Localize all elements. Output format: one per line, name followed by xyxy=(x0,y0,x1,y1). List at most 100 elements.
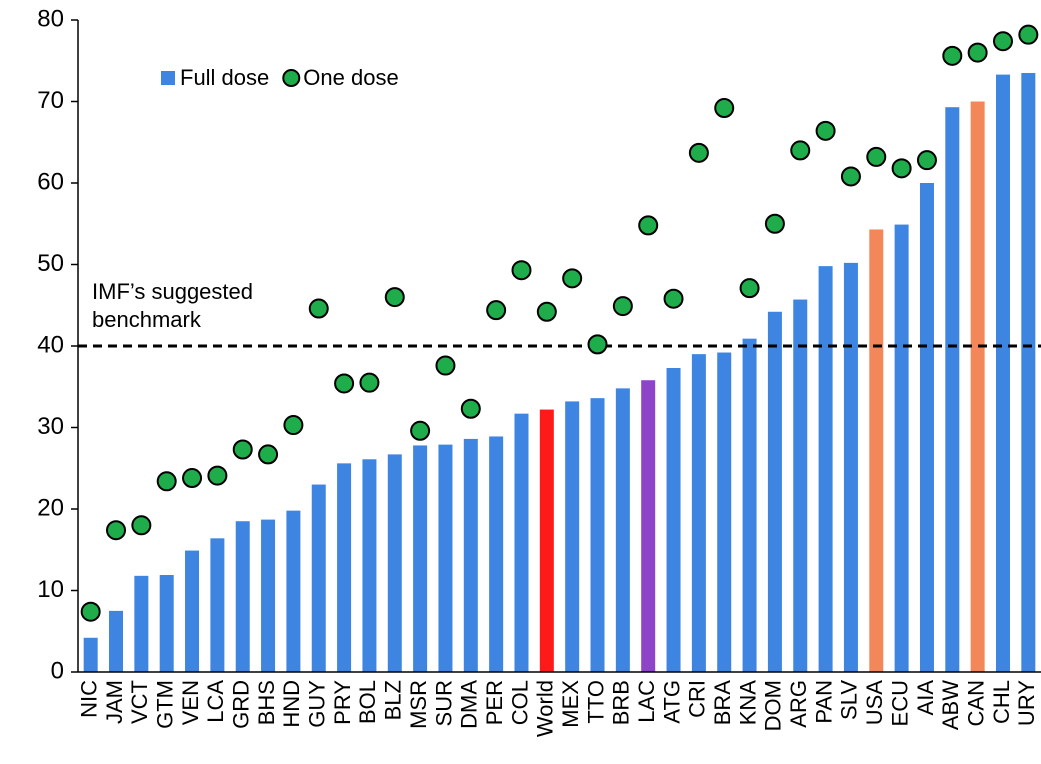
marker xyxy=(916,150,937,171)
y-tick-label: 80 xyxy=(37,5,64,32)
legend-label: One dose xyxy=(303,65,398,90)
bar xyxy=(362,459,377,672)
x-tick-label: ECU xyxy=(887,680,912,726)
bar xyxy=(818,266,833,672)
bar xyxy=(134,575,149,672)
bar xyxy=(590,398,605,672)
x-tick-label: VEN xyxy=(178,680,203,725)
marker xyxy=(536,301,557,322)
x-tick-label: VCT xyxy=(127,680,152,724)
marker xyxy=(587,334,608,355)
y-tick-label: 0 xyxy=(51,657,64,684)
x-tick-label: GTM xyxy=(153,680,178,729)
x-tick-label: BOL xyxy=(355,680,380,724)
marker xyxy=(815,120,836,141)
marker xyxy=(688,142,709,163)
x-tick-label: KNA xyxy=(735,680,760,726)
bar xyxy=(83,637,98,672)
x-tick-label: CAN xyxy=(963,680,988,726)
x-tick-label: ARG xyxy=(786,680,811,728)
x-tick-label: URY xyxy=(1014,680,1039,726)
marker xyxy=(739,278,760,299)
marker xyxy=(511,260,532,281)
marker xyxy=(410,420,431,441)
marker xyxy=(334,373,355,394)
x-tick-label: DOM xyxy=(761,680,786,731)
x-tick-label: LAC xyxy=(634,680,659,723)
legend-marker xyxy=(282,69,301,87)
marker xyxy=(182,468,203,489)
x-tick-label: DMA xyxy=(457,680,482,729)
x-tick-label: PAN xyxy=(811,680,836,724)
marker xyxy=(435,355,456,376)
x-tick-label: MSR xyxy=(406,680,431,729)
x-tick-label: BHS xyxy=(254,680,279,725)
y-tick-label: 70 xyxy=(37,87,64,114)
marker xyxy=(156,471,177,492)
bar xyxy=(666,368,681,672)
x-tick-label: CRI xyxy=(685,680,710,718)
bar xyxy=(387,454,402,672)
x-tick-label: AIA xyxy=(913,680,938,716)
marker xyxy=(80,601,101,622)
marker xyxy=(131,515,152,536)
x-tick-label: USA xyxy=(862,680,887,726)
marker xyxy=(106,520,127,541)
bar xyxy=(894,224,909,672)
legend-label: Full dose xyxy=(180,65,269,90)
marker xyxy=(258,444,279,465)
marker xyxy=(460,398,481,419)
bar xyxy=(641,380,656,672)
marker xyxy=(612,296,633,317)
y-tick-label: 20 xyxy=(37,494,64,521)
y-tick-label: 10 xyxy=(37,576,64,603)
x-tick-label: GRD xyxy=(229,680,254,729)
x-tick-label: ATG xyxy=(659,680,684,724)
bar xyxy=(286,510,301,672)
bar xyxy=(514,413,529,672)
bar xyxy=(615,388,630,672)
x-tick-label: COL xyxy=(507,680,532,725)
x-tick-label: NIC xyxy=(76,680,101,718)
x-tick-label: World xyxy=(533,680,558,737)
marker xyxy=(891,158,912,179)
x-tick-label: CHL xyxy=(989,680,1014,724)
bar xyxy=(970,101,985,672)
marker xyxy=(207,465,228,486)
marker xyxy=(283,415,304,436)
bar xyxy=(438,444,453,672)
bar xyxy=(843,262,858,672)
bar xyxy=(463,438,478,672)
bar xyxy=(235,521,250,672)
x-tick-label: MEX xyxy=(558,680,583,728)
marker xyxy=(764,213,785,234)
bar xyxy=(261,519,276,672)
bar xyxy=(919,183,934,672)
bar xyxy=(717,352,732,672)
x-tick-label: BLZ xyxy=(381,680,406,720)
y-tick-label: 40 xyxy=(37,331,64,358)
bar xyxy=(793,299,808,672)
marker xyxy=(359,372,380,393)
marker xyxy=(790,140,811,161)
y-tick-label: 30 xyxy=(37,413,64,440)
marker xyxy=(638,215,659,236)
marker xyxy=(866,146,887,167)
x-tick-label: ABW xyxy=(938,680,963,730)
marker xyxy=(967,42,988,63)
bar xyxy=(767,311,782,672)
marker xyxy=(384,287,405,308)
bar xyxy=(210,538,225,672)
x-tick-label: PRY xyxy=(330,680,355,725)
marker xyxy=(308,298,329,319)
marker xyxy=(232,439,253,460)
marker xyxy=(840,166,861,187)
x-tick-label: BRB xyxy=(609,680,634,725)
benchmark-label: IMF’s suggested benchmark xyxy=(92,279,254,332)
bar xyxy=(185,550,200,672)
bar xyxy=(995,74,1010,673)
x-tick-label: GUY xyxy=(305,680,330,728)
legend-swatch xyxy=(161,71,175,85)
